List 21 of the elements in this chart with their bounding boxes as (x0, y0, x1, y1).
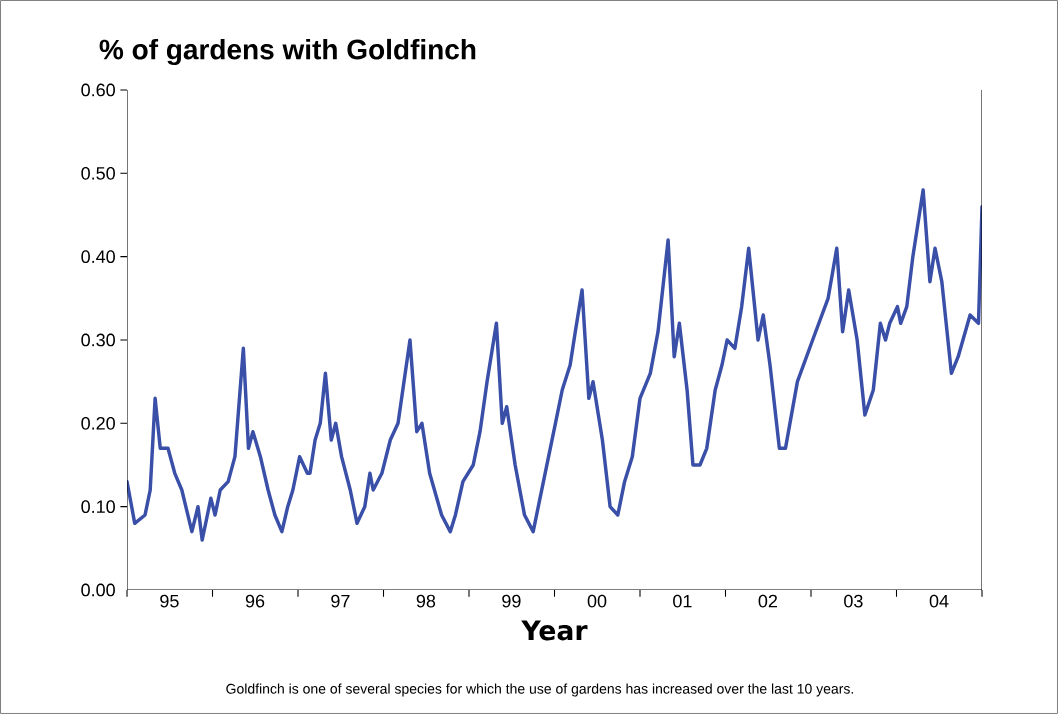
chart-title: % of gardens with Goldfinch (99, 38, 476, 66)
x-axis-title: Year (521, 620, 588, 641)
y-tick-label: 0.00 (81, 583, 115, 597)
x-tick-label: 01 (673, 594, 692, 608)
x-tick-label: 04 (929, 594, 949, 608)
x-tick-label: 95 (160, 594, 179, 608)
x-tick-label: 02 (758, 594, 778, 608)
y-tick-label: 0.20 (81, 416, 115, 430)
x-tick-label: 03 (844, 594, 863, 608)
y-tick-label: 0.40 (81, 250, 115, 264)
y-tick-label: 0.30 (81, 333, 115, 347)
x-tick-label: 97 (331, 594, 350, 608)
x-tick-label: 00 (587, 594, 607, 608)
y-tick-label: 0.60 (81, 83, 115, 97)
x-tick-label: 98 (416, 594, 436, 608)
y-tick-label: 0.50 (81, 166, 115, 180)
line-series (127, 188, 982, 542)
y-tick-label: 0.10 (81, 500, 115, 514)
text: Goldfinch is one of several species for which the use of gardens has increased over the last 10 years. (226, 683, 854, 697)
x-tick-label: 99 (502, 594, 521, 608)
x-tick-label: 96 (245, 594, 265, 608)
